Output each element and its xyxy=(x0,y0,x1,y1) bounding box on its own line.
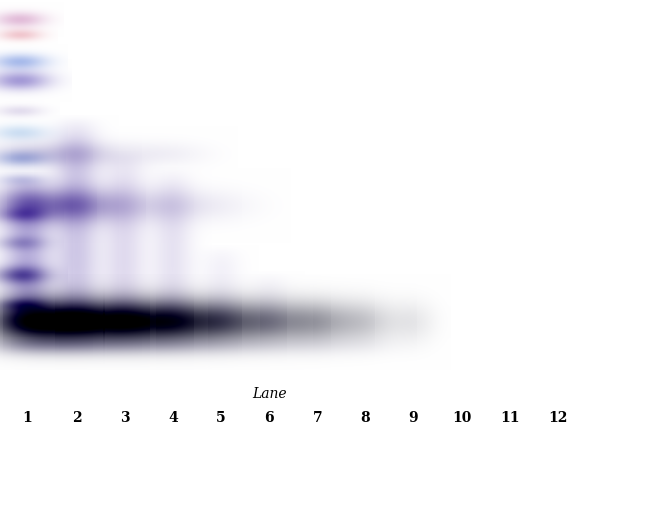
Text: 10: 10 xyxy=(452,411,471,425)
Text: 7: 7 xyxy=(313,411,322,425)
Text: 9: 9 xyxy=(409,411,418,425)
Text: 6: 6 xyxy=(265,411,274,425)
Text: Lane: Lane xyxy=(252,387,287,401)
Text: 11: 11 xyxy=(500,411,519,425)
Text: 5: 5 xyxy=(216,411,226,425)
Text: 12: 12 xyxy=(548,411,567,425)
Text: 2: 2 xyxy=(72,411,81,425)
Text: 1: 1 xyxy=(22,411,32,425)
Text: 4: 4 xyxy=(168,411,178,425)
Text: 8: 8 xyxy=(361,411,370,425)
Text: 3: 3 xyxy=(120,411,129,425)
